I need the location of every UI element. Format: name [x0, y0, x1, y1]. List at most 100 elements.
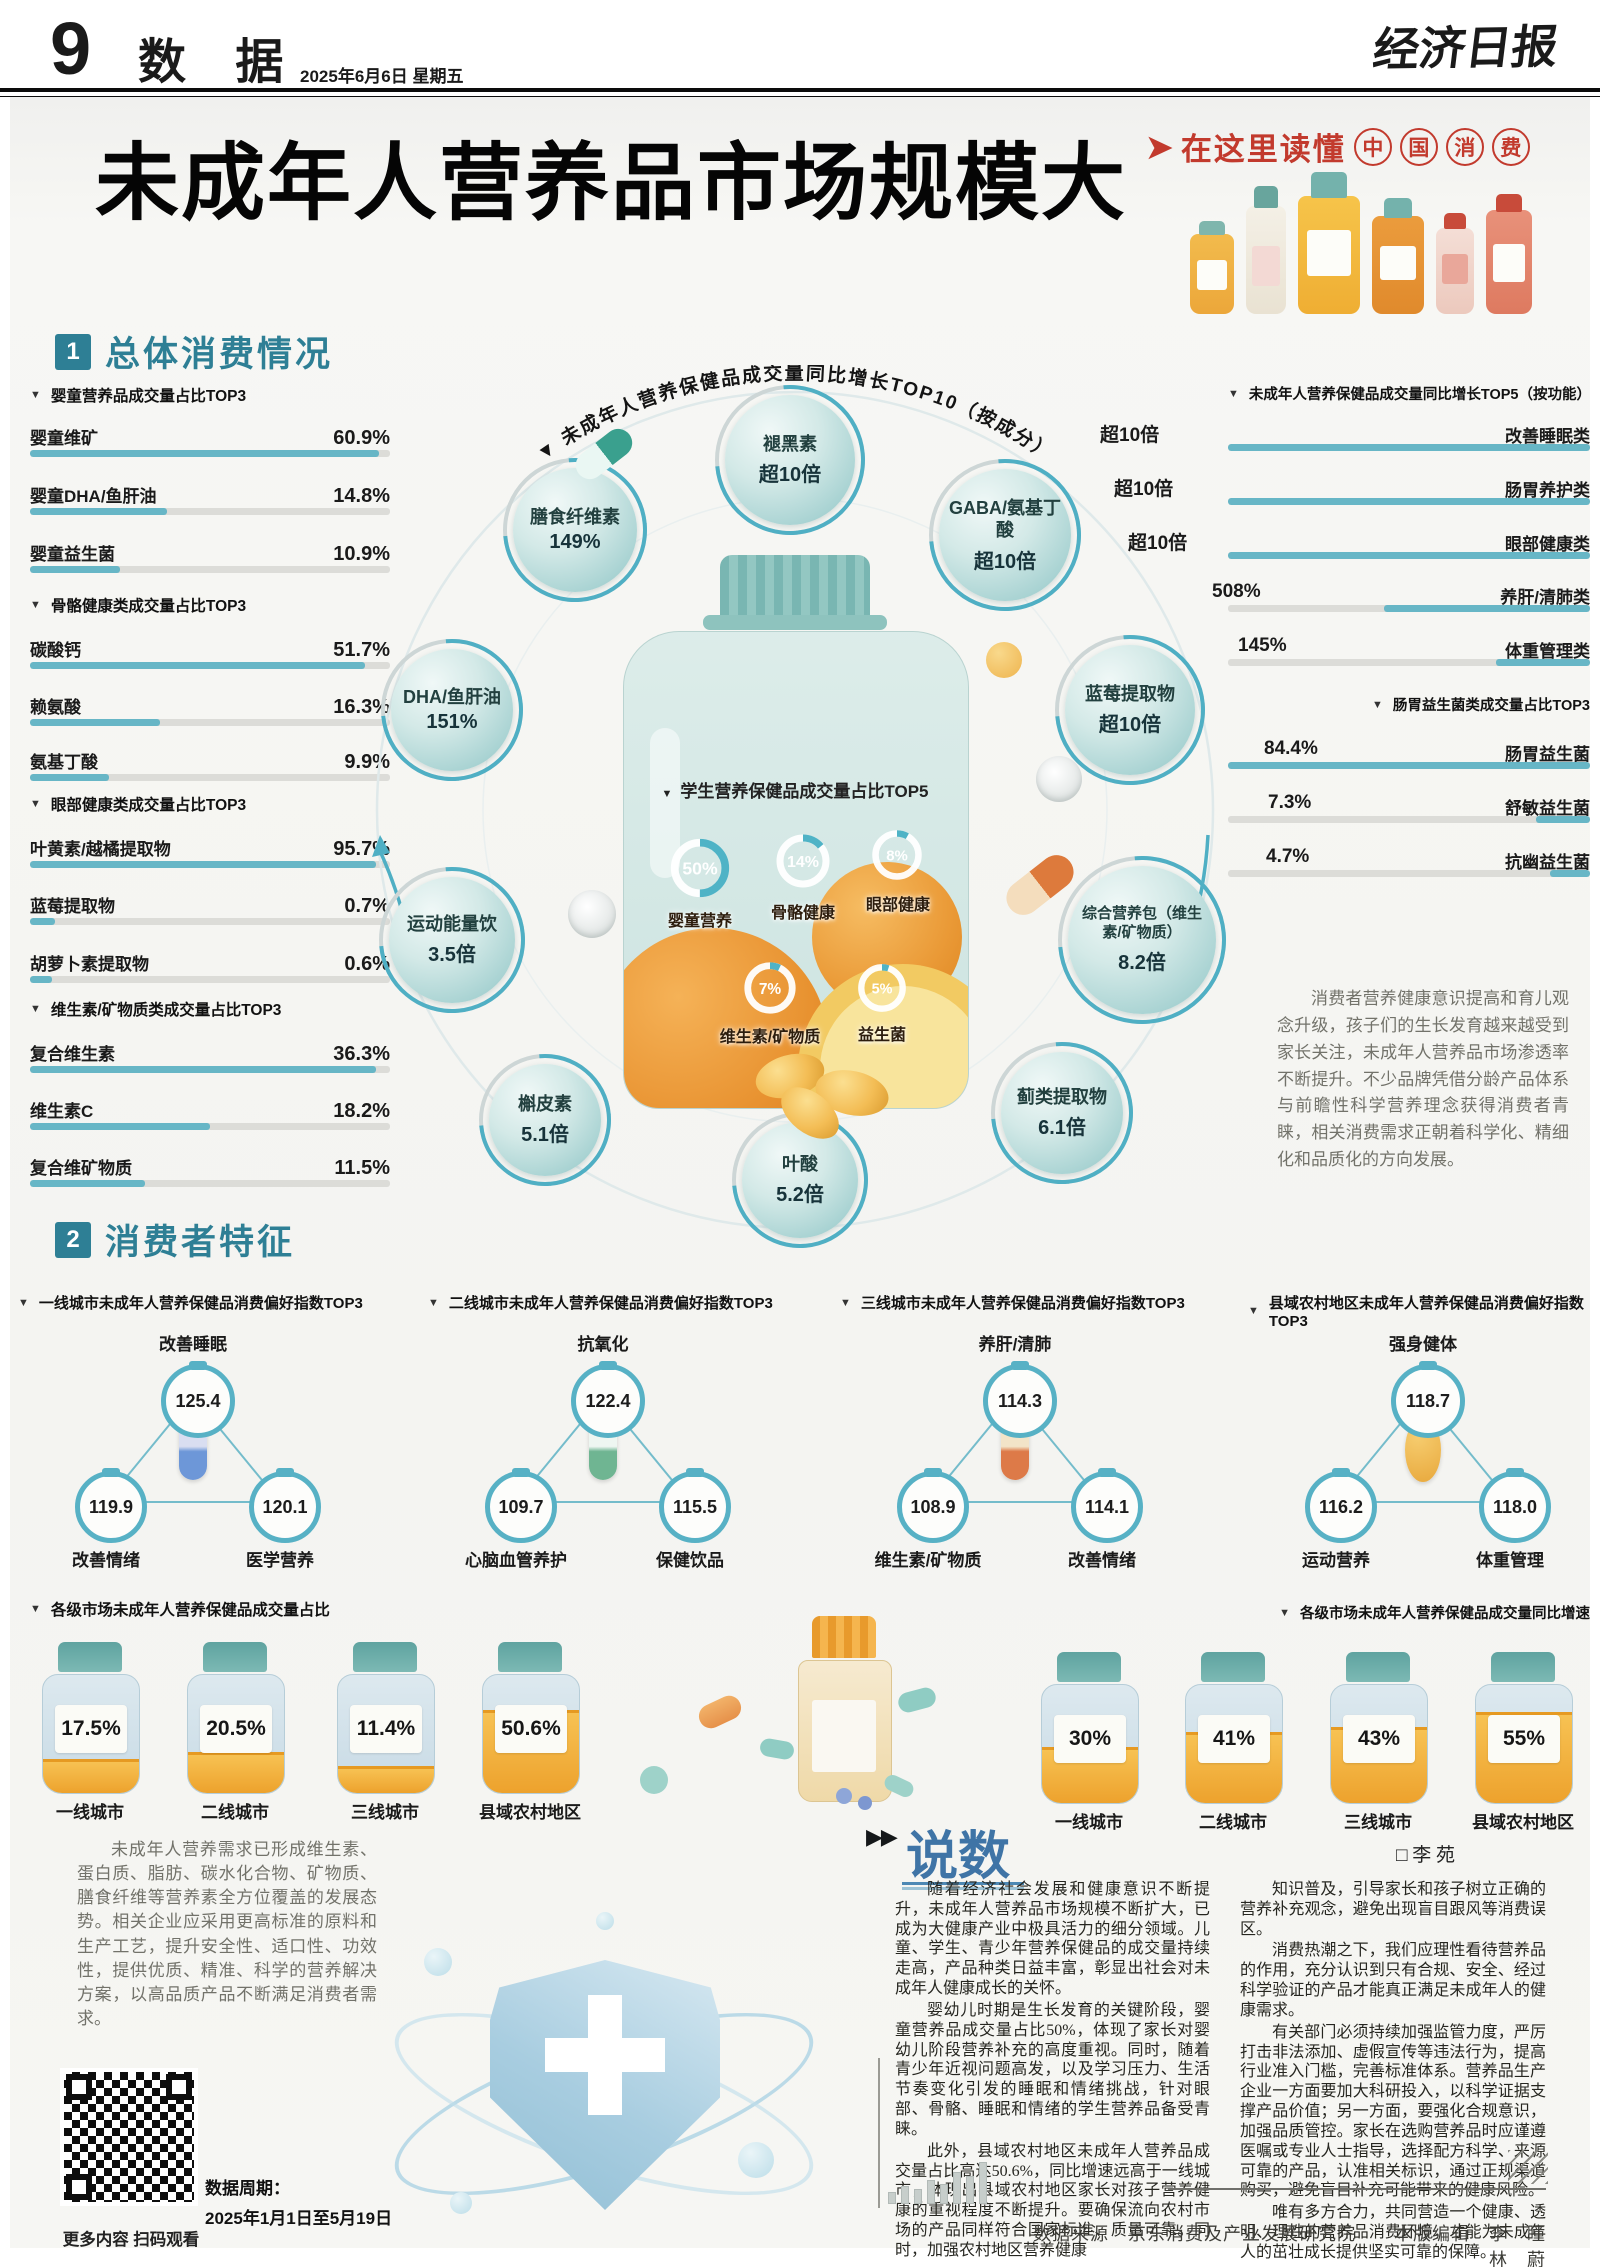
bottle-cap-icon	[720, 555, 870, 619]
donut-stat: 5%	[858, 964, 906, 1012]
stat-bar	[1228, 870, 1590, 877]
donut-label: 眼部健康	[865, 897, 930, 914]
stat-row: 碳酸钙 51.7%	[30, 636, 390, 669]
stat-bar	[1228, 762, 1590, 769]
arrow-icon: ➤	[1146, 128, 1173, 165]
group-header: ▼ 肠胃益生菌类成交量占比TOP3	[1372, 698, 1590, 714]
page-number: 9	[50, 7, 92, 90]
stat-bar	[30, 774, 390, 781]
badge-text: 在这里读懂	[1180, 132, 1346, 167]
stat-row: 婴童益生菌 10.9%	[30, 540, 390, 573]
growth-wheel: ▼ 未成年人营养保健品成交量同比增长TOP10（按成分） 褪黑素 超10倍 GAB…	[330, 365, 1260, 1270]
section-1-header: 1 总体消费情况	[55, 326, 333, 377]
svg-text:5%: 5%	[872, 981, 893, 997]
stat-bar	[1228, 552, 1590, 559]
svg-text:8%: 8%	[886, 848, 908, 865]
footer-credits: 数据来源 京东消费及产业发展研究院 本版编辑 李 瞳 林 蔚	[1033, 2224, 1564, 2267]
data-period: 数据周期： 2025年1月1日至5月19日	[205, 2179, 393, 2228]
stat-bar	[30, 1123, 390, 1130]
group-header: ▼ 一线城市未成年人营养保健品消费偏好指数TOP3	[18, 1295, 363, 1312]
bottle-icon	[1436, 213, 1474, 314]
preference-triangle: 养肝/清肺 114.3 108.9 114.1 维生素/矿物质 改善情绪	[840, 1330, 1200, 1570]
wheel-node: 叶酸 5.2倍	[732, 1112, 868, 1248]
stat-row: 赖氨酸 16.3%	[30, 693, 390, 726]
article-column: 随着经济社会发展和健康意识不断提升，未成年人营养品市场规模不断扩大，已成为大健康…	[895, 1881, 1210, 2259]
section-number-badge: 1	[55, 333, 91, 370]
column-rule	[878, 2058, 880, 2208]
wheel-node: GABA/氨基丁酸 超10倍	[929, 459, 1081, 611]
stat-bar	[1228, 498, 1590, 505]
mini-bars-decoration	[888, 2162, 987, 2204]
stat-bar	[30, 918, 390, 925]
bubble-icon	[596, 1912, 614, 1930]
triangle-marker-icon: ▼	[30, 389, 41, 401]
title-underline	[902, 1882, 1024, 1885]
donut-stat: 7%	[744, 962, 796, 1014]
group-header: ▼ 二线城市未成年人营养保健品消费偏好指数TOP3	[428, 1295, 773, 1312]
wheel-node: DHA/鱼肝油 151%	[381, 639, 523, 781]
triangle-marker-icon: ▼	[30, 599, 41, 611]
column-title: 说数	[906, 1829, 1011, 1886]
bottle-sheen	[650, 728, 680, 878]
insight-paragraph: 未成年人营养需求已形成维生素、蛋白质、脂肪、碳水化合物、矿物质、膳食纤维等营养素…	[77, 1840, 377, 2028]
tablet-icon	[568, 890, 616, 938]
qr-code	[60, 2068, 198, 2206]
section-title: 总体消费情况	[105, 335, 334, 374]
preference-triangle: 抗氧化 122.4 109.7 115.5 心脑血管养护 保健饮品	[428, 1330, 788, 1570]
amber-bottle-icon	[798, 1616, 892, 1802]
byline: □ 李 苑	[1396, 1845, 1455, 1866]
svg-text:7%: 7%	[759, 981, 782, 998]
column-bottom-rule	[1168, 2188, 1546, 2190]
group-header: ▼ 婴童营养品成交量占比TOP3	[30, 388, 247, 405]
stat-bar	[30, 508, 390, 515]
stat-bar	[1228, 816, 1590, 823]
stat-bar	[1228, 444, 1590, 451]
bottle-chart-header: ▼ 学生营养保健品成交量占比TOP5	[661, 782, 929, 801]
wheel-node: 褪黑素 超10倍	[715, 385, 865, 535]
donut-stat: 8%	[872, 830, 922, 880]
bottle-rim	[703, 615, 887, 630]
stat-bar	[30, 450, 390, 457]
wheel-node: 综合营养包（维生素/矿物质） 8.2倍	[1058, 856, 1226, 1024]
group-header: ▼ 维生素/矿物质类成交量占比TOP3	[30, 1002, 282, 1019]
donut-label: 婴童营养	[667, 913, 732, 930]
stat-row: 婴童维矿 60.9%	[30, 424, 390, 457]
shield-illustration	[375, 1912, 833, 2240]
pill-icon	[836, 1788, 852, 1804]
bottle-icon	[1486, 194, 1532, 314]
wheel-node: 蓝莓提取物 超10倍	[1055, 635, 1205, 785]
bubble-icon	[738, 2142, 774, 2178]
bottle-icon	[1372, 198, 1424, 314]
article-column: 知识普及，引导家长和孩子树立正确的营养补充观念，避免出现盲目跟风等消费误区。 消…	[1240, 1881, 1546, 2261]
page-title: 未成年人营养品市场规模大	[95, 136, 1128, 230]
wheel-node: 膳食纤维素 149%	[503, 458, 647, 602]
group-header: ▼ 各级市场未成年人营养保健品成交量同比增速	[1279, 1606, 1590, 1622]
bottle-body	[623, 631, 969, 1109]
stat-row: 复合维生素 36.3%	[30, 1040, 390, 1073]
triangle-marker-icon: ▼	[30, 798, 41, 810]
stat-row: 复合维矿物质 11.5%	[30, 1154, 390, 1187]
triangle-marker-icon: ▼	[1372, 698, 1383, 711]
section-name: 数 据	[138, 36, 302, 89]
wheel-node: 槲皮素 5.1倍	[479, 1054, 611, 1186]
stat-bar	[1228, 659, 1590, 666]
group-header: ▼ 骨骼健康类成交量占比TOP3	[30, 598, 247, 615]
brand-badge: ➤ 在这里读懂 中 国 消 费	[1146, 124, 1530, 169]
header-rule	[0, 88, 1600, 97]
svg-text:14%: 14%	[787, 854, 819, 871]
tablet-icon	[1036, 756, 1082, 802]
qr-caption: 更多内容 扫码观看	[62, 2231, 200, 2249]
donut-label: 维生素/矿物质	[719, 1029, 821, 1046]
svg-text:50%: 50%	[682, 859, 718, 879]
section-title: 消费者特征	[105, 1223, 296, 1262]
group-header: ▼ 三线城市未成年人营养保健品消费偏好指数TOP3	[840, 1295, 1185, 1312]
stat-bar	[30, 1066, 390, 1073]
triangle-marker-icon: ▼	[30, 1003, 41, 1015]
stat-bar	[30, 1180, 390, 1187]
badge-char: 消	[1445, 127, 1484, 166]
donut-stat: 14%	[776, 834, 830, 888]
wheel-node: 运动能量饮 3.5倍	[379, 867, 525, 1013]
pill-icon	[986, 642, 1022, 678]
group-header: ▼ 眼部健康类成交量占比TOP3	[30, 797, 247, 814]
